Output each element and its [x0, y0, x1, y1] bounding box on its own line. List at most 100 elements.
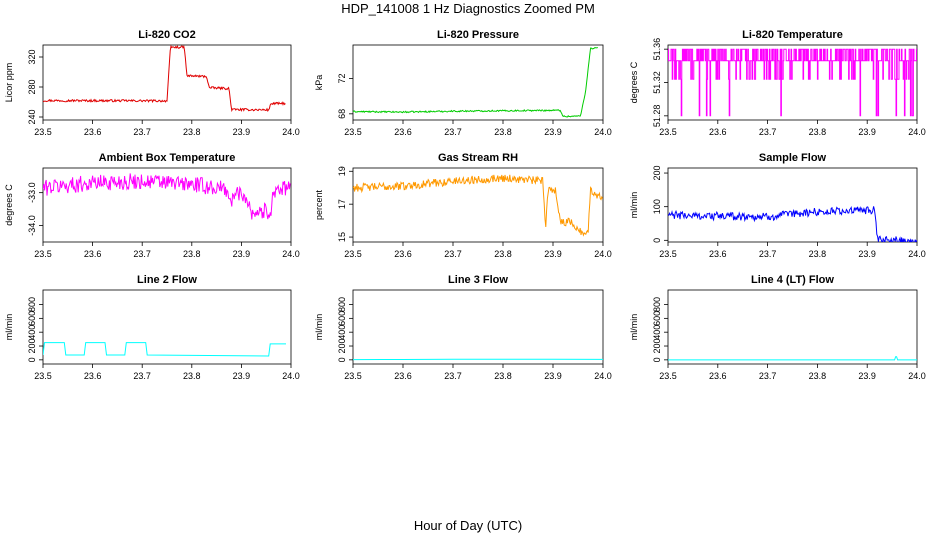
y-tick-label: 600: [337, 311, 347, 326]
y-tick-label: 800: [652, 297, 662, 312]
x-tick-label: 24.0: [908, 249, 926, 259]
x-tick-label: 24.0: [594, 249, 612, 259]
y-tick-label: 0: [652, 238, 662, 243]
x-tick-label: 23.6: [84, 249, 102, 259]
y-tick-label: 200: [27, 339, 37, 354]
panel-4: Ambient Box Temperature degrees C 23.5 23.6…: [4, 152, 300, 259]
panel-title: Gas Stream RH: [438, 152, 518, 164]
y-tick-label: 0: [652, 357, 662, 362]
plot-frame: [42, 167, 292, 243]
x-tick-label: 23.8: [809, 249, 827, 259]
data-series-line: [43, 342, 286, 357]
y-tick-label: -34.0: [27, 215, 37, 236]
x-tick-label: 23.7: [133, 249, 151, 259]
x-tick-label: 23.5: [659, 127, 677, 137]
x-tick-label: 23.5: [344, 371, 362, 381]
y-tick-label: 200: [652, 166, 662, 181]
y-axis-label: degrees C: [4, 184, 14, 226]
x-tick-label: 23.7: [444, 371, 462, 381]
x-tick-label: 23.9: [858, 127, 876, 137]
y-tick-label: 17: [337, 199, 347, 209]
x-tick-label: 23.9: [233, 371, 251, 381]
x-tick-label: 23.7: [759, 371, 777, 381]
data-series-line: [43, 173, 291, 220]
panel-6: Sample Flow ml/min 23.5 23.6 23.7 23.8 23.9 24.…: [629, 152, 926, 259]
x-tick-label: 23.7: [133, 127, 151, 137]
x-tick-label: 23.9: [233, 127, 251, 137]
y-axis-label: ml/min: [4, 314, 14, 341]
x-tick-label: 23.8: [809, 371, 827, 381]
panel-title: Li-820 Temperature: [742, 29, 843, 41]
y-tick-label: 240: [27, 109, 37, 124]
x-tick-label: 23.5: [344, 249, 362, 259]
x-tick-label: 23.9: [233, 249, 251, 259]
panel-title: Ambient Box Temperature: [99, 152, 236, 164]
data-series-line: [668, 356, 917, 361]
x-tick-label: 23.6: [709, 127, 727, 137]
x-tick-label: 23.8: [494, 249, 512, 259]
panel-title: Li-820 CO2: [138, 29, 195, 41]
y-tick-label: 400: [652, 325, 662, 340]
y-tick-label: 100: [652, 199, 662, 214]
x-tick-label: 23.8: [494, 371, 512, 381]
y-tick-label: 0: [337, 357, 347, 362]
x-tick-label: 24.0: [282, 371, 300, 381]
panel-title: Li-820 Pressure: [437, 29, 519, 41]
data-series-line: [668, 48, 917, 117]
x-tick-label: 23.9: [544, 127, 562, 137]
x-tick-label: 23.5: [344, 127, 362, 137]
x-tick-label: 23.8: [183, 127, 201, 137]
x-tick-label: 23.8: [183, 249, 201, 259]
x-tick-label: 23.7: [759, 127, 777, 137]
panel-9: Line 4 (LT) Flow ml/min 23.5 23.6 23.7 23.8 23…: [629, 274, 926, 381]
data-series-line: [353, 47, 598, 118]
x-tick-label: 23.8: [809, 127, 827, 137]
y-axis-label: kPa: [314, 75, 324, 91]
panel-title: Sample Flow: [759, 152, 827, 164]
x-tick-label: 23.7: [133, 371, 151, 381]
x-tick-label: 23.6: [709, 249, 727, 259]
panel-7: Line 2 Flow ml/min 23.5 23.6 23.7 23.8 23.9 24.…: [4, 274, 300, 381]
x-tick-label: 23.6: [394, 127, 412, 137]
plot-frame: [667, 167, 918, 243]
panel-1: Li-820 CO2 Licor ppm 23.5 23.6 23.7 23.8 23.9 2…: [4, 29, 300, 137]
x-tick-label: 23.7: [444, 249, 462, 259]
y-tick-label: 200: [652, 339, 662, 354]
y-tick-label: 800: [27, 297, 37, 312]
x-tick-label: 23.8: [183, 371, 201, 381]
x-tick-label: 23.5: [34, 127, 52, 137]
y-axis-label: percent: [314, 189, 324, 220]
y-tick-label: 320: [27, 49, 37, 64]
y-tick-label: 400: [337, 325, 347, 340]
panel-3: Li-820 Temperature degrees C 23.5 23.6 23.7 2…: [629, 29, 926, 137]
x-tick-label: 23.6: [84, 371, 102, 381]
y-tick-label: 68: [337, 109, 347, 119]
panel-title: Line 2 Flow: [137, 274, 197, 286]
x-tick-label: 23.6: [394, 249, 412, 259]
x-tick-label: 23.5: [659, 371, 677, 381]
x-tick-label: 24.0: [908, 371, 926, 381]
x-tick-label: 23.9: [544, 249, 562, 259]
x-tick-label: 23.5: [659, 249, 677, 259]
x-tick-label: 23.6: [84, 127, 102, 137]
y-tick-label: 0: [27, 357, 37, 362]
x-tick-label: 23.5: [34, 371, 52, 381]
x-axis-label: Hour of Day (UTC): [413, 518, 523, 533]
y-tick-label: 15: [337, 232, 347, 242]
data-series-line: [43, 45, 286, 113]
figure-title: HDP_141008 1 Hz Diagnostics Zoomed PM: [341, 1, 595, 16]
panel-8: Line 3 Flow ml/min 23.5 23.6 23.7 23.8 23.9 24.…: [314, 274, 612, 381]
x-tick-label: 24.0: [282, 249, 300, 259]
x-tick-label: 23.7: [759, 249, 777, 259]
plot-frame: [42, 289, 292, 365]
panel-5: Gas Stream RH percent 23.5 23.6 23.7 23.8 23.9…: [314, 152, 612, 259]
x-tick-label: 24.0: [594, 371, 612, 381]
panel-2: Li-820 Pressure kPa 23.5 23.6 23.7 23.8 23.9 24…: [314, 29, 612, 137]
y-tick-label: 600: [652, 311, 662, 326]
panel-title: Line 3 Flow: [448, 274, 508, 286]
y-axis-label: ml/min: [314, 314, 324, 341]
data-series-line: [668, 205, 917, 242]
panel-title: Line 4 (LT) Flow: [751, 274, 834, 286]
y-tick-label: 51.36: [652, 38, 662, 61]
